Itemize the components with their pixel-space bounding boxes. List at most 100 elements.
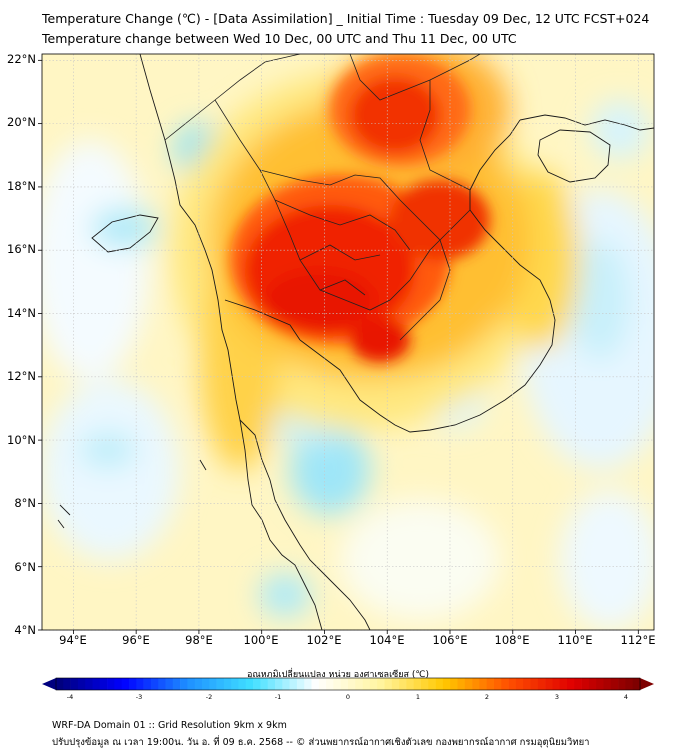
colorbar-cell bbox=[545, 678, 553, 690]
colorbar-tick: 4 bbox=[623, 693, 629, 701]
colorbar-cell bbox=[348, 678, 356, 690]
colorbar-cell bbox=[143, 678, 152, 690]
colorbar-tick: -3 bbox=[135, 693, 143, 701]
colorbar-cell bbox=[442, 678, 451, 690]
colorbar-cell bbox=[296, 678, 305, 690]
colorbar-cell bbox=[450, 678, 458, 690]
colorbar-cell bbox=[136, 678, 144, 690]
colorbar bbox=[42, 677, 654, 691]
colorbar-cell bbox=[523, 678, 531, 690]
lat-label: 16°N bbox=[7, 242, 36, 256]
colorbar-cell bbox=[165, 678, 174, 690]
colorbar-cell bbox=[515, 678, 524, 690]
colorbar-cell bbox=[85, 678, 93, 690]
colorbar-cell bbox=[114, 678, 122, 690]
colorbar-cell bbox=[260, 678, 268, 690]
colorbar-cell bbox=[172, 678, 181, 690]
colorbar-cell bbox=[618, 678, 626, 690]
colorbar-tick: 2 bbox=[484, 693, 490, 701]
axis-ticks bbox=[38, 59, 639, 634]
colorbar-cell bbox=[406, 678, 414, 690]
colorbar-cell bbox=[202, 678, 210, 690]
colorbar-cell bbox=[304, 678, 312, 690]
colorbar-cell bbox=[158, 678, 166, 690]
colorbar-cell bbox=[435, 678, 444, 690]
colorbar-cell bbox=[355, 678, 363, 690]
colorbar-cell bbox=[70, 678, 79, 690]
colorbar-cell bbox=[107, 678, 115, 690]
colorbar-cell bbox=[121, 678, 130, 690]
colorbar-title: อุณหภูมิเปลี่ยนแปลง หน่วย องศาเซลเซียส (… bbox=[246, 670, 430, 680]
lon-label: 102°E bbox=[306, 633, 342, 647]
colorbar-cell bbox=[486, 678, 495, 690]
colorbar-cell bbox=[413, 678, 422, 690]
colorbar-cell bbox=[223, 678, 232, 690]
colorbar-cell bbox=[129, 678, 137, 690]
lat-label: 22°N bbox=[7, 52, 36, 66]
lat-label: 6°N bbox=[14, 560, 36, 574]
map-frame bbox=[41, 53, 655, 631]
colorbar-cell bbox=[275, 678, 283, 690]
colorbar-frame bbox=[55, 677, 641, 691]
colorbar-cell bbox=[464, 678, 473, 690]
warm-core bbox=[230, 55, 490, 362]
colorbar-cell bbox=[369, 678, 378, 690]
graticule bbox=[42, 54, 654, 631]
colorbar-cell bbox=[625, 678, 633, 690]
colorbar-cell bbox=[150, 678, 159, 690]
colorbar-cell bbox=[238, 678, 247, 690]
colorbar-cell bbox=[311, 678, 320, 690]
colorbar-cell bbox=[377, 678, 385, 690]
colorbar-cell bbox=[253, 678, 261, 690]
colorbar-cell bbox=[559, 678, 568, 690]
colorbar-cell bbox=[56, 678, 64, 690]
colorbar-cell bbox=[399, 678, 407, 690]
colorbar-cell bbox=[574, 678, 582, 690]
colorbar-cell bbox=[552, 678, 560, 690]
colorbar-cell bbox=[530, 678, 539, 690]
colorbar-cell bbox=[340, 678, 349, 690]
colorbar-cell bbox=[421, 678, 429, 690]
colorbar-cell bbox=[610, 678, 619, 690]
colorbar-cell bbox=[596, 678, 604, 690]
colorbar-cell bbox=[267, 678, 276, 690]
colorbar-cell bbox=[77, 678, 86, 690]
colorbar-cell bbox=[479, 678, 487, 690]
lat-label: 4°N bbox=[14, 623, 36, 637]
colorbar-cell bbox=[245, 678, 254, 690]
colorbar-cell bbox=[588, 678, 597, 690]
colorbar-cell bbox=[384, 678, 393, 690]
lon-label: 94°E bbox=[59, 633, 87, 647]
colorbar-tick: 3 bbox=[554, 693, 560, 701]
colorbar-cell bbox=[333, 678, 341, 690]
colorbar-cell bbox=[603, 678, 612, 690]
colorbar-cell bbox=[508, 678, 517, 690]
lat-label: 20°N bbox=[7, 115, 36, 129]
colorbar-cell bbox=[391, 678, 400, 690]
colorbar-cell bbox=[92, 678, 101, 690]
lat-label: 8°N bbox=[14, 496, 36, 510]
colorbar-cell bbox=[362, 678, 371, 690]
colorbar-cell bbox=[289, 678, 298, 690]
lat-label: 10°N bbox=[7, 433, 36, 447]
colorbar-cell bbox=[282, 678, 290, 690]
colorbar-cell bbox=[581, 678, 590, 690]
colorbar-cell bbox=[231, 678, 239, 690]
lon-label: 100°E bbox=[243, 633, 279, 647]
footer-model-info: WRF-DA Domain 01 :: Grid Resolution 9km … bbox=[52, 720, 287, 731]
colorbar-cell bbox=[632, 678, 641, 690]
colorbar-cell bbox=[472, 678, 480, 690]
lon-label: 106°E bbox=[432, 633, 468, 647]
colorbar-cell bbox=[318, 678, 327, 690]
lon-label: 98°E bbox=[185, 633, 213, 647]
colorbar-tick: -2 bbox=[205, 693, 213, 701]
colorbar-cell bbox=[194, 678, 203, 690]
footer-credit: ปรับปรุงข้อมูล ณ เวลา 19:00น. วัน อ. ที่… bbox=[52, 737, 590, 748]
colorbar-cell bbox=[187, 678, 195, 690]
lon-label: 112°E bbox=[620, 633, 656, 647]
colorbar-cell bbox=[567, 678, 575, 690]
colorbar-cell bbox=[428, 678, 436, 690]
colorbar-cell bbox=[326, 678, 334, 690]
map-title-line1: Temperature Change (℃) - [Data Assimilat… bbox=[42, 11, 650, 26]
colorbar-cell bbox=[63, 678, 71, 690]
